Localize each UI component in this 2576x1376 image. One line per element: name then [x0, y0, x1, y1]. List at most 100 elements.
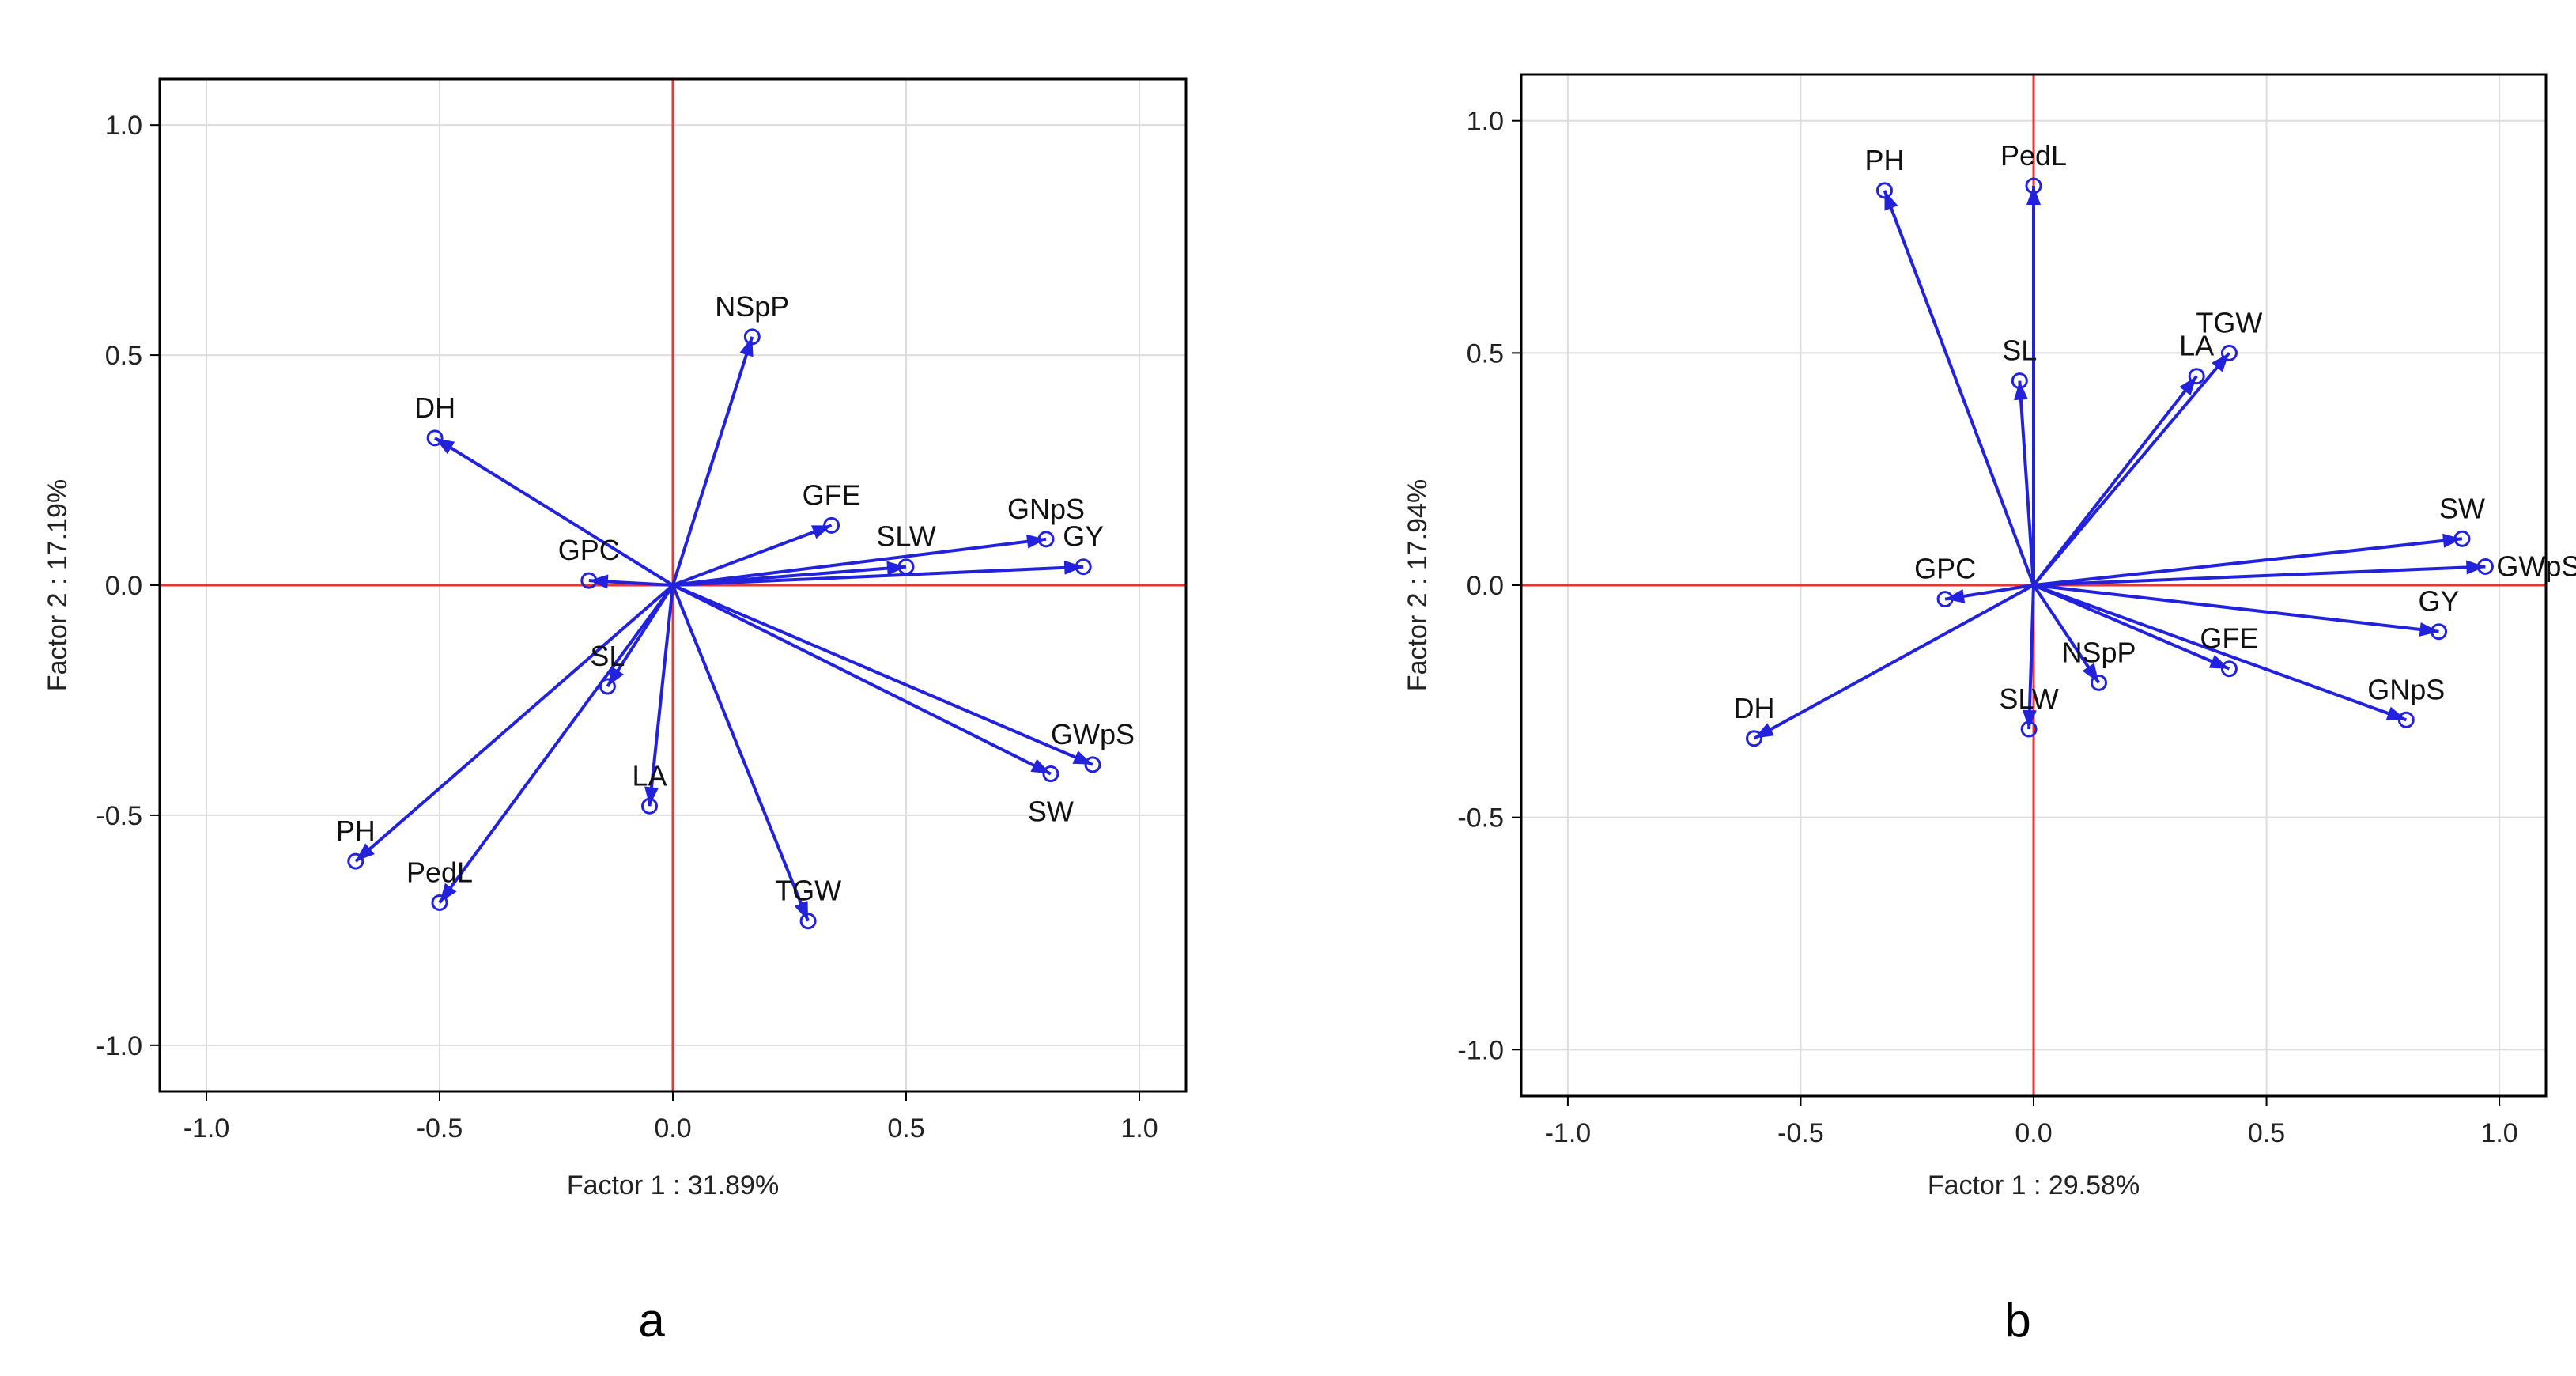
vector-sw	[672, 584, 1052, 776]
arrowhead-pedl	[2026, 185, 2041, 205]
point-gwps	[1084, 756, 1101, 773]
vector-la	[648, 584, 674, 807]
label-gpc: GPC	[1914, 553, 1976, 585]
arrowhead-gpc	[588, 574, 609, 589]
y-tick-labels-b: -1.0 -0.5 0.0 0.5 1.0	[1457, 107, 1521, 1065]
point-gwps	[2476, 558, 2494, 576]
x-tick-label: 0.0	[654, 1113, 691, 1144]
label-gpc: GPC	[558, 534, 620, 566]
arrowhead-gnps	[1026, 534, 1046, 549]
y-axis-title-b: Factor 2 : 17.94%	[1403, 479, 1433, 691]
label-pedl: PedL	[406, 856, 473, 888]
panel-caption-a: a	[638, 1294, 665, 1347]
vector-dh	[434, 437, 674, 587]
vector-gwps	[2033, 565, 2486, 587]
y-tick-label: -1.0	[96, 1031, 142, 1061]
label-gwps: GWpS	[2496, 550, 2576, 583]
y-tick-label: -0.5	[96, 801, 142, 831]
arrowhead-nspp	[739, 336, 754, 357]
label-tgw: TGW	[2196, 306, 2262, 338]
label-gnps: GNpS	[2367, 673, 2445, 705]
x-tick-label: 1.0	[1120, 1113, 1158, 1144]
vector-gy	[2033, 584, 2439, 633]
point-dh	[426, 429, 444, 447]
x-tick-labels-a: -1.0 -0.5 0.0 0.5 1.0	[183, 1091, 1158, 1144]
x-tick-label: 0.5	[2248, 1118, 2285, 1148]
point-gfe	[2220, 660, 2238, 678]
x-tick-label: 0.5	[887, 1113, 924, 1144]
panel-caption-b: b	[2004, 1294, 2030, 1347]
loading-vectors-b	[1746, 177, 2494, 747]
point-nspp	[2090, 674, 2107, 691]
label-slw: SLW	[876, 520, 935, 553]
vector-ph	[354, 584, 674, 863]
point-tgw	[2220, 344, 2238, 361]
x-tick-labels-b: -1.0 -0.5 0.0 0.5 1.0	[1545, 1096, 2518, 1148]
label-gfe: GFE	[803, 478, 861, 511]
vector-sw	[2033, 537, 2463, 587]
point-dh	[1746, 730, 1763, 747]
vector-sl	[2018, 380, 2035, 586]
vector-gfe	[672, 524, 833, 587]
point-ph	[1875, 182, 1893, 199]
vector-gwps	[672, 584, 1093, 766]
point-gy	[1075, 558, 1092, 576]
point-sw	[1042, 765, 1059, 783]
label-tgw: TGW	[775, 875, 841, 907]
vector-la	[2032, 375, 2198, 587]
vector-tgw	[2032, 352, 2230, 587]
point-gnps	[1037, 531, 1055, 548]
label-sl: SL	[2002, 335, 2037, 367]
vector-nspp	[2032, 584, 2101, 684]
label-gy: GY	[1063, 520, 1104, 553]
vector-slw	[2027, 584, 2035, 730]
point-la	[2188, 368, 2205, 385]
label-sw: SW	[2439, 492, 2485, 524]
y-tick-labels-a: -1.0 -0.5 0.0 0.5 1.0	[96, 111, 160, 1061]
point-nspp	[743, 328, 761, 346]
x-tick-label: 0.0	[2015, 1118, 2052, 1148]
point-pedl	[2025, 177, 2042, 195]
label-dh: DH	[1734, 692, 1775, 724]
vector-nspp	[671, 336, 754, 586]
point-slw	[2020, 720, 2038, 738]
x-tick-label: -1.0	[1545, 1118, 1592, 1148]
vector-gy	[672, 565, 1084, 587]
point-ph	[347, 852, 364, 870]
label-dh: DH	[414, 391, 455, 424]
point-gnps	[2397, 711, 2415, 728]
y-axis-title-a: Factor 2 : 17.19%	[43, 479, 73, 691]
arrowhead-gwps	[2466, 560, 2486, 575]
vector-ph	[1883, 190, 2035, 586]
arrowhead-gpc	[1945, 588, 1966, 603]
point-gpc	[580, 572, 598, 589]
point-la	[641, 797, 658, 815]
label-gy: GY	[2419, 585, 2460, 618]
arrowhead-gnps	[2385, 706, 2407, 720]
vector-pedl	[438, 584, 674, 904]
arrowhead-sl	[2013, 380, 2028, 401]
vector-slw	[672, 565, 907, 587]
point-gfe	[823, 516, 840, 534]
y-tick-label: 0.5	[1467, 338, 1504, 369]
point-sl	[2011, 372, 2028, 390]
y-tick-label: 0.5	[105, 341, 142, 371]
label-la: LA	[2179, 330, 2214, 362]
arrowhead-gy	[1063, 560, 1084, 575]
point-tgw	[799, 913, 817, 930]
x-tick-label: -1.0	[183, 1113, 230, 1144]
point-gpc	[1936, 591, 1954, 608]
arrowhead-la	[644, 786, 659, 807]
loading-vectors-a	[347, 328, 1101, 930]
vector-gfe	[2033, 584, 2230, 671]
label-gnps: GNpS	[1007, 493, 1085, 525]
vector-gnps	[2033, 584, 2407, 722]
x-tick-label: -0.5	[417, 1113, 463, 1144]
vector-dh	[1753, 584, 2034, 740]
x-tick-label: 1.0	[2480, 1118, 2517, 1148]
label-pedl: PedL	[2000, 139, 2067, 172]
